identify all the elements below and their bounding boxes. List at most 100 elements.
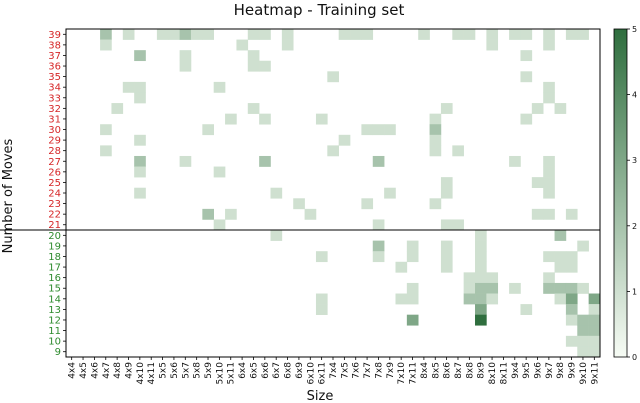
heatmap-cell <box>361 29 374 40</box>
heatmap-cell <box>179 60 192 72</box>
heatmap-cell <box>225 208 237 220</box>
heatmap-cell <box>259 29 271 40</box>
heatmap-cell <box>350 29 362 40</box>
heatmap-cell <box>577 314 589 326</box>
x-tick-label: 8x5 <box>431 362 441 379</box>
x-tick-label: 9x8 <box>556 362 566 379</box>
heatmap-cell <box>565 304 578 315</box>
y-tick-label: 12 <box>48 315 61 326</box>
y-tick-label: 17 <box>48 263 61 274</box>
heatmap-cell <box>520 29 533 40</box>
y-tick-label: 31 <box>48 114 61 125</box>
x-tick-label: 9x11 <box>590 362 600 385</box>
x-tick-label: 4x6 <box>90 362 100 379</box>
heatmap-cell <box>111 103 124 114</box>
heatmap-cell <box>577 325 589 337</box>
y-tick-label: 35 <box>48 72 61 83</box>
heatmap-cell <box>588 335 601 347</box>
x-tick-label: 5x9 <box>204 362 214 379</box>
y-tick-label: 38 <box>48 40 61 51</box>
heatmap-cell <box>372 124 385 136</box>
heatmap-cell <box>565 208 578 220</box>
chart-title: Heatmap - Training set <box>234 1 405 19</box>
x-tick-label: 4x7 <box>102 362 112 379</box>
heatmap-cell <box>429 198 442 210</box>
heatmap-cell <box>475 293 487 305</box>
heatmap-cell <box>463 272 476 284</box>
y-tick-label: 19 <box>48 241 61 252</box>
heatmap-cell <box>543 81 555 93</box>
x-tick-label: 7x9 <box>386 362 396 379</box>
y-tick-label: 9 <box>55 347 61 358</box>
heatmap-cell <box>509 155 521 167</box>
heatmap-cell <box>440 187 453 199</box>
x-tick-label: 8x10 <box>488 362 498 385</box>
heatmap-cell <box>543 29 555 40</box>
colorbar <box>613 28 628 358</box>
heatmap-cell <box>384 187 396 199</box>
heatmap-cell <box>134 187 146 199</box>
heatmap-cell <box>247 60 260 72</box>
heatmap-cell <box>134 81 146 93</box>
y-tick-label: 13 <box>48 305 61 316</box>
heatmap-cell <box>247 50 260 62</box>
y-tick-label: 10 <box>48 337 61 348</box>
y-tick-label: 20 <box>48 231 61 242</box>
x-tick-label: 6x6 <box>261 362 271 379</box>
y-tick-label: 18 <box>48 252 61 263</box>
x-tick-label: 5x11 <box>227 362 237 385</box>
x-tick-label: 5x7 <box>181 362 191 379</box>
heatmap-cell <box>247 29 260 40</box>
x-tick-label: 9x9 <box>568 362 578 379</box>
heatmap-cell <box>179 50 192 62</box>
heatmap-cell <box>565 282 578 294</box>
heatmap-cell <box>486 282 499 294</box>
y-tick-label: 39 <box>48 30 61 41</box>
heatmap-cell <box>565 261 578 273</box>
colorbar-tick-label: 5 <box>632 25 637 34</box>
heatmap-cell <box>543 251 555 263</box>
heatmap-cell <box>543 272 555 284</box>
heatmap-cell <box>100 29 112 40</box>
heatmap-cell <box>315 113 328 125</box>
heatmap-cell <box>134 92 146 104</box>
y-tick-label: 28 <box>48 146 61 157</box>
heatmap-cell <box>463 293 476 305</box>
heatmap-cell <box>372 155 385 167</box>
heatmap-cell <box>554 230 567 241</box>
x-tick-label: 5x6 <box>170 362 180 379</box>
heatmap-cell <box>531 177 544 189</box>
heatmap-cell <box>134 50 146 62</box>
x-tick-label: 4x4 <box>68 362 78 379</box>
heatmap-cell <box>179 155 192 167</box>
heatmap-cell <box>565 293 578 305</box>
heatmap-cell <box>281 29 294 40</box>
y-tick-label: 36 <box>48 62 61 73</box>
heatmap-cell <box>531 103 544 114</box>
heatmap-cell <box>565 251 578 263</box>
y-tick-label: 29 <box>48 136 61 147</box>
heatmap-cell <box>486 29 499 40</box>
heatmap-cell <box>463 282 476 294</box>
heatmap-cell <box>554 293 567 305</box>
heatmap-cell <box>418 29 430 40</box>
heatmap-cell <box>509 29 521 40</box>
heatmap-cell <box>213 166 226 178</box>
heatmap-cell <box>100 124 112 136</box>
heatmap-cell <box>406 240 419 252</box>
x-tick-label: 7x7 <box>363 362 373 379</box>
heatmap-cell <box>213 81 226 93</box>
heatmap-cell <box>259 60 271 72</box>
heatmap-cell <box>565 314 578 326</box>
heatmap-cell <box>475 272 487 284</box>
heatmap-cell <box>134 166 146 178</box>
heatmap-cell <box>440 219 453 231</box>
y-tick-label: 14 <box>48 294 61 305</box>
heatmap-cell <box>259 155 271 167</box>
y-tick-label: 22 <box>48 210 61 221</box>
heatmap-cell <box>202 29 214 40</box>
x-tick-label: 4x9 <box>124 362 134 379</box>
heatmap-cell <box>452 219 464 231</box>
x-tick-label: 7x8 <box>374 362 384 379</box>
x-tick-label: 6x8 <box>284 362 294 379</box>
